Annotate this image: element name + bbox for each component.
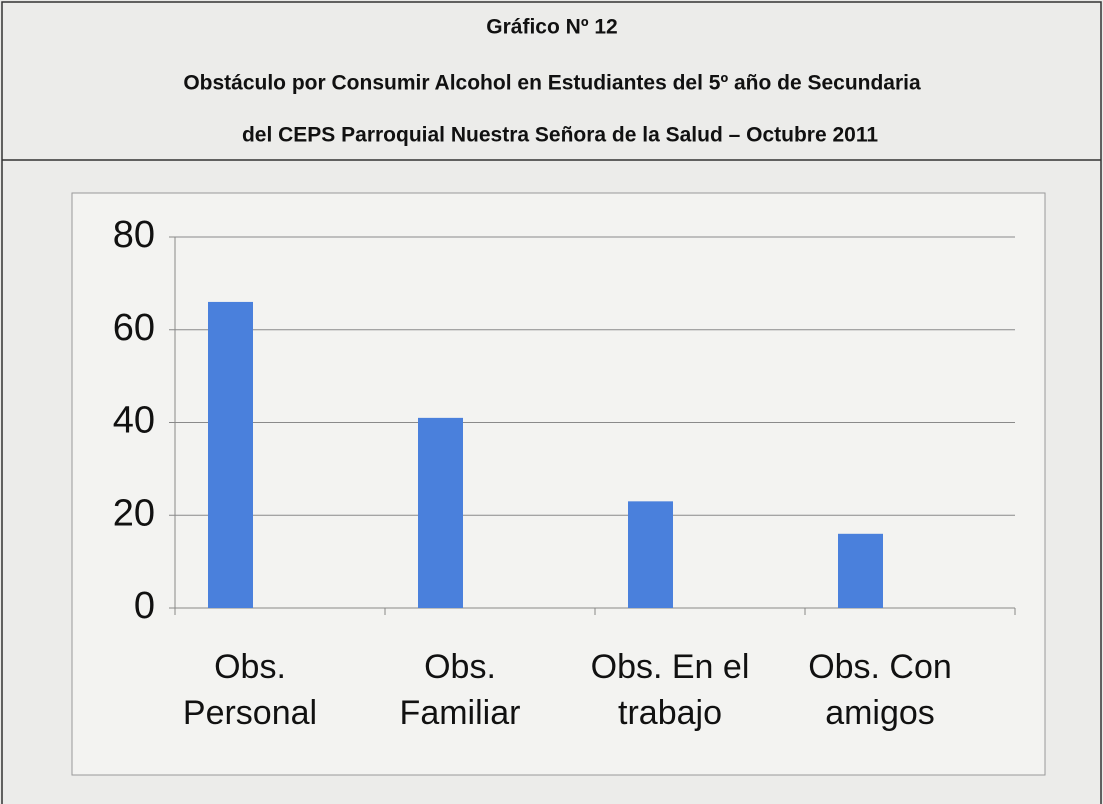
chart-title: Gráfico Nº 12 xyxy=(486,16,617,39)
x-tick-label: Obs. Personal xyxy=(182,648,318,732)
bar xyxy=(208,301,253,608)
y-tick-label: 80 xyxy=(113,214,155,256)
y-tick-label: 40 xyxy=(113,400,155,442)
chart-subtitle: del CEPS Parroquial Nuestra Señora de la… xyxy=(242,124,878,147)
y-tick-label: 60 xyxy=(113,307,155,349)
bar xyxy=(418,417,463,608)
bar xyxy=(628,501,673,608)
y-tick-label: 20 xyxy=(113,492,155,534)
x-tick-label: Obs. En el trabajo xyxy=(590,648,750,732)
chart-subtitle: Obstáculo por Consumir Alcohol en Estudi… xyxy=(183,72,921,95)
bar xyxy=(838,533,883,608)
x-tick-label: Obs. Familiar xyxy=(399,648,521,732)
x-tick-label: Obs. Con amigos xyxy=(808,648,952,732)
y-tick-label: 0 xyxy=(134,585,155,627)
